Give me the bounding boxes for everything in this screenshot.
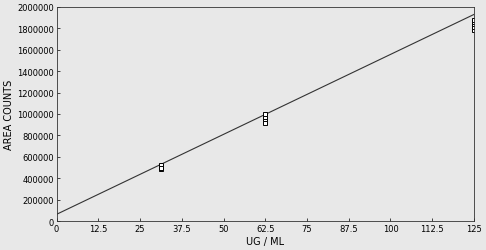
Y-axis label: AREA COUNTS: AREA COUNTS <box>4 80 14 150</box>
X-axis label: UG / ML: UG / ML <box>246 236 284 246</box>
